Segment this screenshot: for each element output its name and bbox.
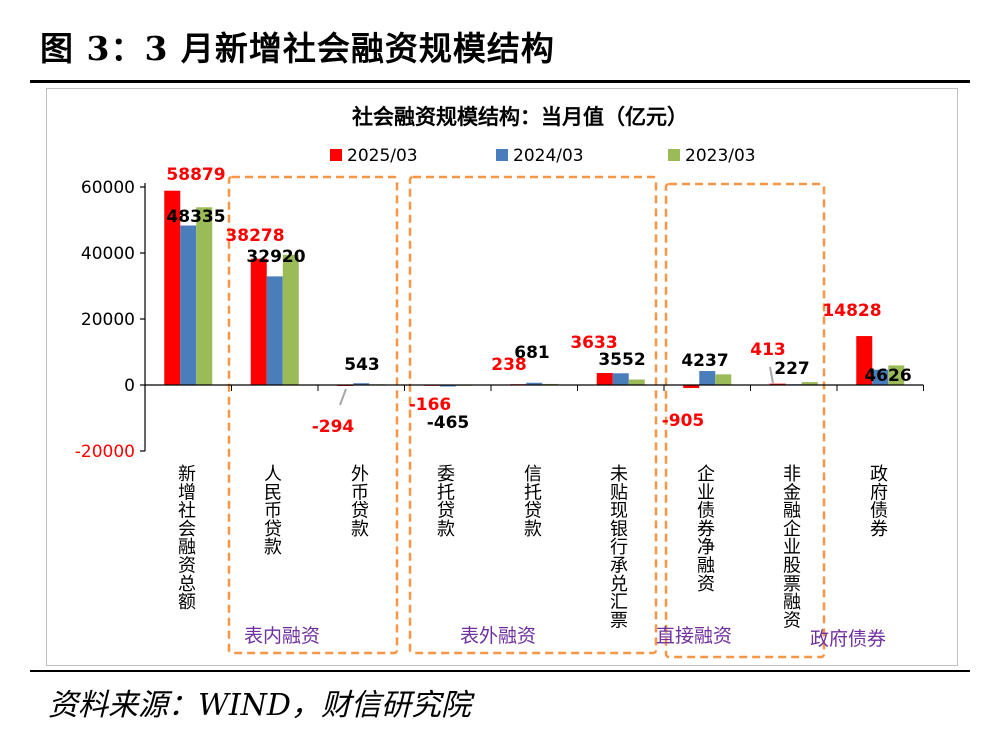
group-box-1 bbox=[408, 175, 658, 655]
y-tick-label-2: 20000 bbox=[81, 310, 135, 330]
category-label-1: 人民币贷款 bbox=[264, 464, 282, 558]
y-tick-label-4: -20000 bbox=[75, 442, 135, 462]
data-label-0-0: 58879 bbox=[166, 165, 225, 185]
axes: 60000 40000 20000 0 -20000 bbox=[75, 178, 924, 462]
figure-title: 图 3：3 月新增社会融资规模结构 bbox=[40, 29, 555, 68]
group-label-3: 政府债券 bbox=[810, 628, 886, 650]
bar-2-8 bbox=[888, 365, 905, 385]
group-boxes: 表内融资 表外融资 直接融资 政府债券 bbox=[227, 175, 886, 659]
y-tick-label-1: 40000 bbox=[81, 244, 135, 264]
bar-1-4 bbox=[526, 382, 543, 385]
bar-1-2 bbox=[353, 383, 370, 385]
source-note: 资料来源：WIND，财信研究院 bbox=[48, 688, 471, 723]
category-label-8: 政府债券 bbox=[870, 464, 888, 540]
bar-1-0 bbox=[180, 225, 197, 385]
bar-1-6 bbox=[699, 371, 716, 385]
data-label-6-0: -905 bbox=[662, 411, 705, 431]
bar-2-7 bbox=[801, 382, 818, 385]
y-tick-label-3: 0 bbox=[124, 376, 135, 396]
group-box-0 bbox=[227, 175, 399, 655]
bars bbox=[164, 190, 905, 388]
data-label-4-0: 238 bbox=[491, 355, 527, 375]
legend-label-2: 2023/03 bbox=[685, 146, 756, 166]
leader-line-2 bbox=[339, 388, 347, 406]
category-labels: 新增社会融资总额 人民币贷款 外币贷款 委托贷款 信托贷款 未贴现银行承兑汇票 企业债券净融… bbox=[178, 464, 888, 631]
data-label-2-1: 543 bbox=[344, 355, 380, 375]
data-label-8-1: 4626 bbox=[864, 366, 911, 386]
legend-swatch-1 bbox=[496, 149, 508, 161]
y-tick-label-0: 60000 bbox=[81, 178, 135, 198]
bar-1-1 bbox=[266, 276, 283, 385]
bar-0-8 bbox=[856, 336, 873, 385]
legend-swatch-2 bbox=[668, 149, 680, 161]
category-label-2: 外币贷款 bbox=[351, 464, 369, 540]
bar-1-3 bbox=[439, 385, 456, 387]
bar-0-0 bbox=[164, 190, 181, 385]
group-box-2 bbox=[664, 182, 826, 659]
legend-label-0: 2025/03 bbox=[347, 146, 418, 166]
bar-1-8 bbox=[872, 369, 889, 385]
bar-2-6 bbox=[715, 374, 732, 385]
top-rule bbox=[30, 80, 970, 83]
category-label-6: 企业债券净融资 bbox=[697, 464, 715, 595]
group-label-0: 表内融资 bbox=[244, 625, 320, 647]
bar-0-7 bbox=[769, 383, 786, 385]
category-label-7: 非金融企业股票融资 bbox=[783, 464, 801, 631]
legend-swatch-0 bbox=[330, 149, 342, 161]
data-label-1-0: 38278 bbox=[225, 226, 284, 246]
category-label-5: 未贴现银行承兑汇票 bbox=[610, 464, 628, 631]
leader-line-7 bbox=[769, 366, 774, 384]
bar-0-6 bbox=[683, 385, 700, 388]
data-label-7-0: 413 bbox=[750, 340, 786, 360]
category-label-0: 新增社会融资总额 bbox=[178, 464, 196, 613]
data-label-1-1: 32920 bbox=[246, 247, 305, 267]
category-label-3: 委托贷款 bbox=[437, 464, 455, 540]
data-label-8-0: 14828 bbox=[822, 301, 881, 321]
bar-2-0 bbox=[196, 207, 213, 385]
data-label-0-1: 48335 bbox=[166, 207, 225, 227]
data-label-5-1: 3552 bbox=[598, 350, 645, 370]
bar-0-5 bbox=[596, 373, 613, 385]
chart-frame bbox=[46, 88, 958, 666]
category-label-4: 信托贷款 bbox=[524, 464, 542, 540]
data-label-2-0: -294 bbox=[312, 417, 355, 437]
data-label-3-0: -166 bbox=[409, 395, 452, 415]
bar-2-5 bbox=[628, 379, 645, 385]
data-label-6-1: 4237 bbox=[681, 351, 728, 371]
bar-0-1 bbox=[250, 258, 267, 385]
bar-2-1 bbox=[282, 254, 299, 385]
bar-1-5 bbox=[612, 373, 629, 385]
group-label-2: 直接融资 bbox=[656, 625, 732, 647]
legend-label-1: 2024/03 bbox=[513, 146, 584, 166]
data-label-3-1: -465 bbox=[427, 413, 470, 433]
legend: 2025/03 2024/03 2023/03 bbox=[330, 146, 756, 166]
group-label-1: 表外融资 bbox=[460, 625, 536, 647]
data-label-5-0: 3633 bbox=[570, 333, 617, 353]
bottom-rule bbox=[30, 670, 970, 672]
data-label-4-1: 681 bbox=[514, 343, 550, 363]
chart-title: 社会融资规模结构：当月值（亿元） bbox=[351, 105, 688, 129]
data-label-7-1: 227 bbox=[774, 359, 810, 379]
